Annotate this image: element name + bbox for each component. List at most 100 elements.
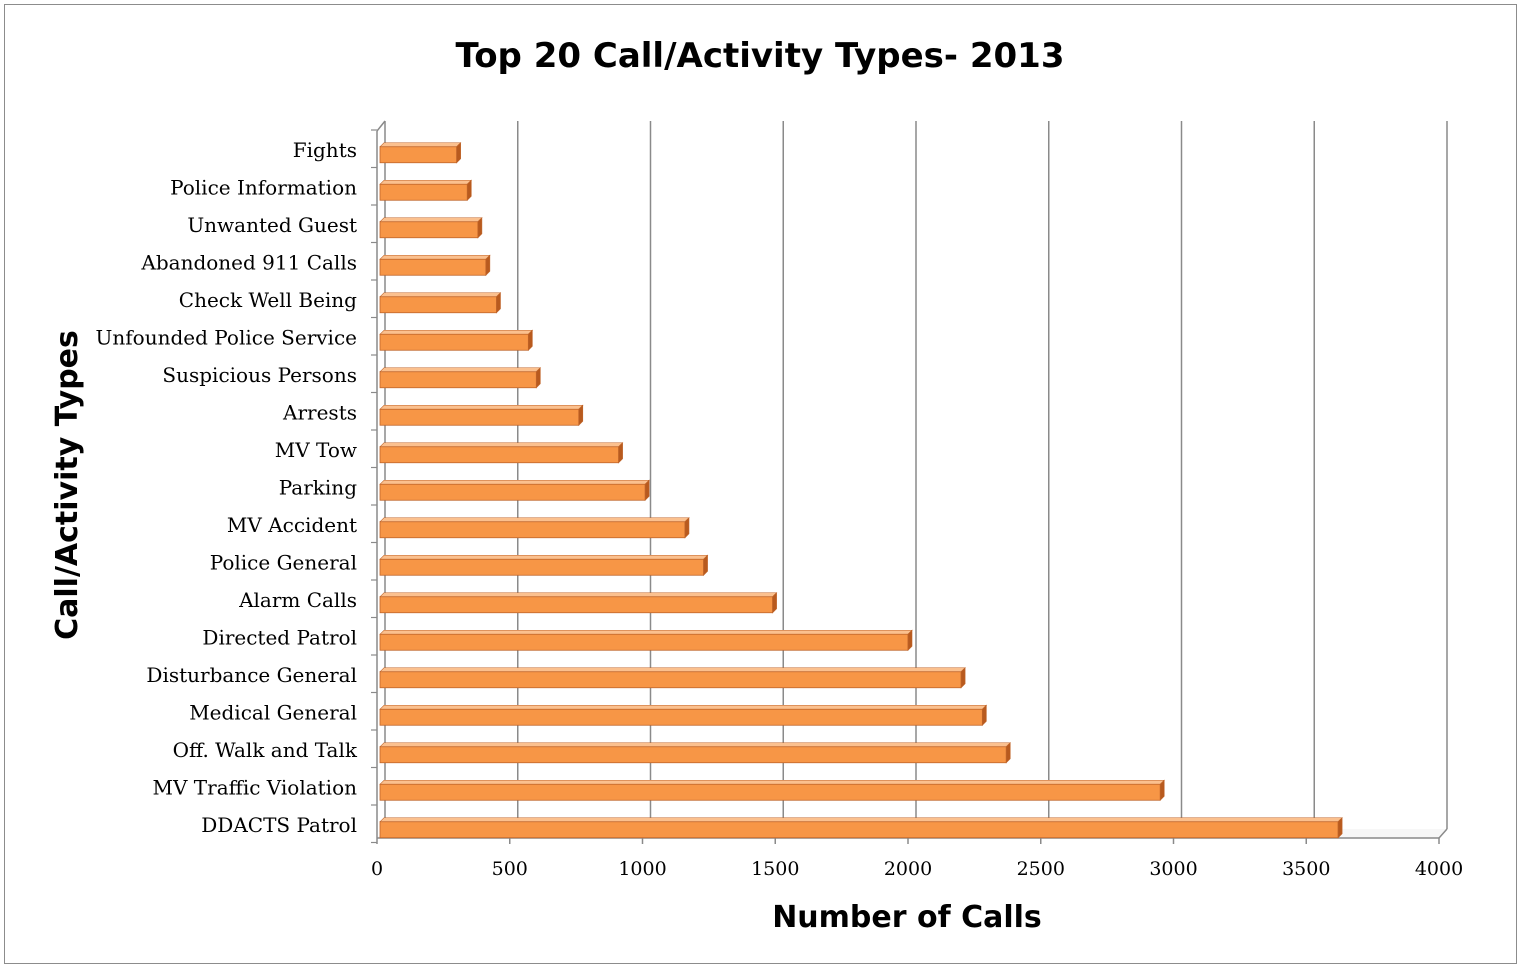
chart-frame: 0 500 1000 1500 2000 2500 3000 3500 4000 Fights Po… [4, 4, 1517, 964]
bar-top-face [379, 517, 690, 523]
bar-top-face [379, 179, 472, 185]
category-label: Suspicious Persons [162, 363, 357, 387]
x-tick-label: 2000 [884, 858, 932, 880]
bar-end-face [644, 479, 650, 501]
bar-end-face [907, 629, 913, 651]
category-label: Unwanted Guest [187, 213, 357, 237]
label-layer: 0 500 1000 1500 2000 2500 3000 3500 4000 Fights Po… [96, 138, 1464, 880]
bar-front-face [379, 596, 773, 614]
bar-end-face [703, 554, 708, 576]
bar-end-face [466, 179, 472, 201]
bar-top-face [379, 292, 502, 298]
x-tick-label: 3500 [1282, 858, 1330, 880]
bar-front-face [379, 671, 962, 689]
bar-front-face [379, 446, 620, 464]
bar [379, 217, 483, 239]
gridline-floor [1438, 828, 1448, 839]
bar [379, 817, 1343, 839]
bar-front-face [379, 521, 686, 539]
bar [379, 292, 502, 314]
bar-top-face [379, 554, 709, 560]
bar-top-face [379, 254, 491, 260]
bar-front-face [379, 371, 537, 389]
bar-top-face [379, 442, 624, 448]
bar-front-face [379, 183, 468, 201]
bar [379, 142, 462, 164]
bar-end-face [477, 217, 483, 239]
x-axis-title: Number of Calls [772, 900, 1042, 935]
bar-top-face [379, 479, 650, 485]
x-tick-label: 1500 [751, 858, 799, 880]
bar [379, 367, 542, 389]
x-tick-label: 3000 [1149, 858, 1197, 880]
bar-end-face [684, 517, 690, 539]
x-tick-label: 0 [371, 858, 383, 880]
grid-layer [377, 121, 1448, 839]
bar-front-face [379, 221, 479, 239]
bar-end-face [528, 329, 533, 351]
bar [379, 592, 778, 614]
bar-front-face [379, 146, 458, 164]
category-label: Arrests [282, 400, 357, 424]
bar [379, 329, 534, 351]
bar-front-face [379, 558, 704, 576]
bar-end-face [496, 292, 501, 314]
x-tick-label: 4000 [1415, 858, 1463, 880]
bar-end-face [1337, 817, 1343, 839]
category-label: Unfounded Police Service [96, 325, 357, 349]
category-axis-top-join [376, 120, 386, 132]
category-label: MV Traffic Violation [153, 775, 358, 799]
bar-front-face [379, 821, 1339, 839]
bar-top-face [379, 704, 988, 710]
bar-top-face [379, 592, 778, 598]
x-tick-label: 1000 [618, 858, 666, 880]
category-label: MV Tow [275, 438, 357, 462]
category-label: Off. Walk and Talk [173, 738, 358, 762]
bar [379, 779, 1165, 801]
bar-front-face [379, 408, 580, 426]
bar [379, 704, 988, 726]
bar [379, 254, 491, 276]
category-label: Police Information [170, 175, 357, 199]
bar-top-face [379, 367, 542, 373]
bar-end-face [485, 254, 491, 276]
bar-end-face [960, 667, 966, 689]
bar-front-face [379, 633, 909, 651]
chart-title: Top 20 Call/Activity Types- 2013 [456, 36, 1065, 76]
bar [379, 517, 690, 539]
category-label: Check Well Being [179, 288, 357, 312]
bar-top-face [379, 667, 966, 673]
category-label: Police General [210, 550, 357, 574]
category-label: Disturbance General [146, 663, 357, 687]
bar-front-face [379, 258, 487, 276]
bar-end-face [1005, 742, 1011, 764]
bar-front-face [379, 333, 529, 351]
bar-top-face [379, 742, 1011, 748]
bar-top-face [379, 817, 1343, 823]
x-tick-label: 500 [492, 858, 528, 880]
bar-chart: 0 500 1000 1500 2000 2500 3000 3500 4000 Fights Po… [50, 36, 1464, 935]
bar-top-face [379, 217, 483, 223]
bar-end-face [578, 404, 584, 426]
bar-front-face [379, 746, 1007, 764]
bar [379, 179, 472, 201]
category-label: Parking [279, 475, 357, 499]
bar [379, 742, 1011, 764]
bar [379, 404, 584, 426]
bar-end-face [536, 367, 541, 389]
bar [379, 554, 709, 576]
category-label: Abandoned 911 Calls [140, 250, 357, 274]
bar-top-face [379, 142, 462, 148]
x-tick-label: 2500 [1017, 858, 1065, 880]
bar [379, 629, 913, 651]
bar-front-face [379, 296, 497, 314]
bar-end-face [1159, 779, 1165, 801]
bar-front-face [379, 708, 983, 726]
bar-end-face [772, 592, 777, 614]
category-label: Fights [293, 138, 357, 162]
bar-top-face [379, 779, 1165, 785]
bar [379, 479, 650, 501]
category-label: Directed Patrol [202, 625, 357, 649]
bar-front-face [379, 483, 646, 501]
bar-end-face [456, 142, 461, 164]
